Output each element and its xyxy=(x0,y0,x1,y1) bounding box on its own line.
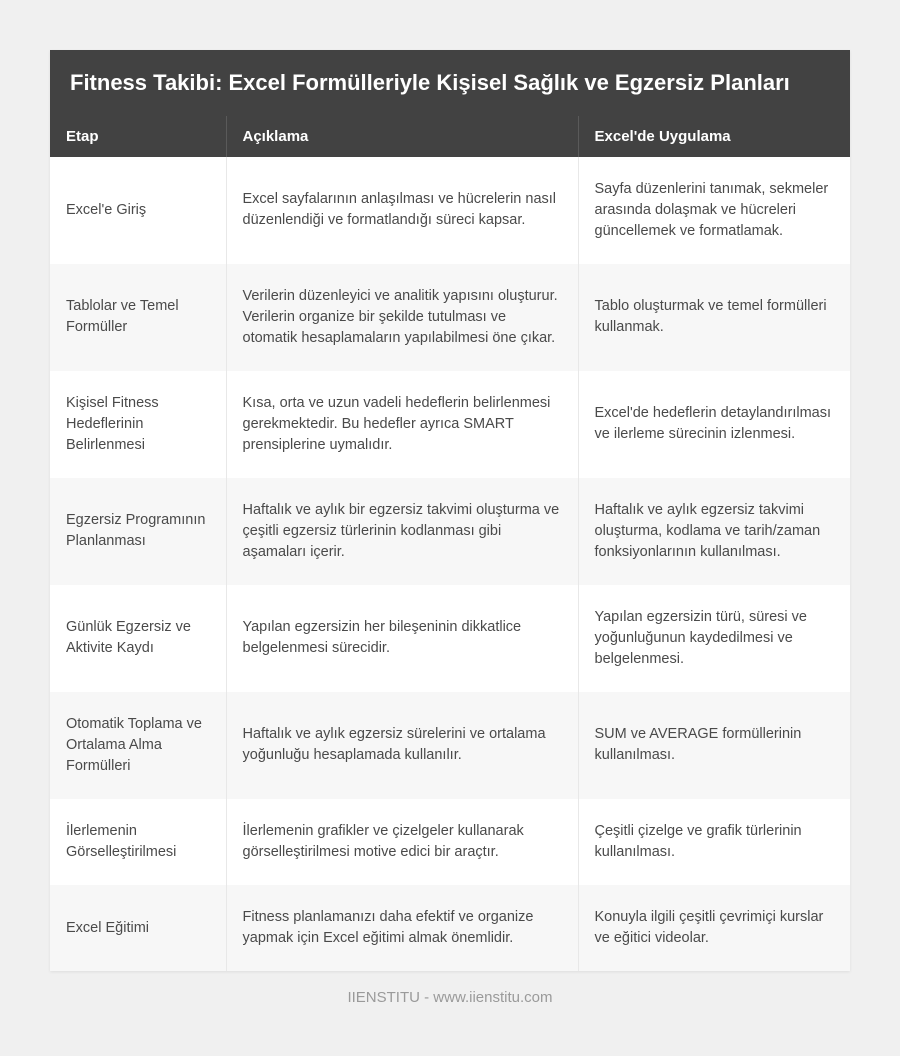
cell-uygulama: Çeşitli çizelge ve grafik türlerinin kul… xyxy=(578,799,850,885)
table-row: Excel'e Giriş Excel sayfalarının anlaşıl… xyxy=(50,157,850,264)
cell-etap: Excel'e Giriş xyxy=(50,157,226,264)
table-row: Tablolar ve Temel Formüller Verilerin dü… xyxy=(50,264,850,371)
table-row: İlerlemenin Görselleştirilmesi İlerlemen… xyxy=(50,799,850,885)
cell-uygulama: Yapılan egzersizin türü, süresi ve yoğun… xyxy=(578,585,850,692)
cell-uygulama: Sayfa düzenlerini tanımak, sekmeler aras… xyxy=(578,157,850,264)
table-row: Egzersiz Programının Planlanması Haftalı… xyxy=(50,478,850,585)
column-header-uygulama: Excel'de Uygulama xyxy=(578,116,850,157)
table-row: Excel Eğitimi Fitness planlamanızı daha … xyxy=(50,885,850,971)
cell-aciklama: Kısa, orta ve uzun vadeli hedeflerin bel… xyxy=(226,371,578,478)
table-header-row: Etap Açıklama Excel'de Uygulama xyxy=(50,116,850,157)
fitness-table: Etap Açıklama Excel'de Uygulama Excel'e … xyxy=(50,116,850,971)
footer-text: IIENSTITU - www.iienstitu.com xyxy=(50,971,850,1006)
cell-aciklama: Yapılan egzersizin her bileşeninin dikka… xyxy=(226,585,578,692)
cell-aciklama: Fitness planlamanızı daha efektif ve org… xyxy=(226,885,578,971)
cell-aciklama: Verilerin düzenleyici ve analitik yapısı… xyxy=(226,264,578,371)
page-title: Fitness Takibi: Excel Formülleriyle Kişi… xyxy=(50,50,850,116)
cell-uygulama: Excel'de hedeflerin detaylandırılması ve… xyxy=(578,371,850,478)
cell-uygulama: Tablo oluşturmak ve temel formülleri kul… xyxy=(578,264,850,371)
cell-etap: Excel Eğitimi xyxy=(50,885,226,971)
column-header-aciklama: Açıklama xyxy=(226,116,578,157)
main-container: Fitness Takibi: Excel Formülleriyle Kişi… xyxy=(50,50,850,971)
cell-etap: Tablolar ve Temel Formüller xyxy=(50,264,226,371)
cell-uygulama: Konuyla ilgili çeşitli çevrimiçi kurslar… xyxy=(578,885,850,971)
column-header-etap: Etap xyxy=(50,116,226,157)
cell-aciklama: Excel sayfalarının anlaşılması ve hücrel… xyxy=(226,157,578,264)
cell-aciklama: Haftalık ve aylık egzersiz sürelerini ve… xyxy=(226,692,578,799)
table-row: Otomatik Toplama ve Ortalama Alma Formül… xyxy=(50,692,850,799)
cell-uygulama: SUM ve AVERAGE formüllerinin kullanılmas… xyxy=(578,692,850,799)
cell-aciklama: Haftalık ve aylık bir egzersiz takvimi o… xyxy=(226,478,578,585)
cell-etap: İlerlemenin Görselleştirilmesi xyxy=(50,799,226,885)
cell-aciklama: İlerlemenin grafikler ve çizelgeler kull… xyxy=(226,799,578,885)
cell-etap: Günlük Egzersiz ve Aktivite Kaydı xyxy=(50,585,226,692)
cell-uygulama: Haftalık ve aylık egzersiz takvimi oluşt… xyxy=(578,478,850,585)
table-row: Günlük Egzersiz ve Aktivite Kaydı Yapıla… xyxy=(50,585,850,692)
cell-etap: Kişisel Fitness Hedeflerinin Belirlenmes… xyxy=(50,371,226,478)
table-row: Kişisel Fitness Hedeflerinin Belirlenmes… xyxy=(50,371,850,478)
cell-etap: Otomatik Toplama ve Ortalama Alma Formül… xyxy=(50,692,226,799)
cell-etap: Egzersiz Programının Planlanması xyxy=(50,478,226,585)
